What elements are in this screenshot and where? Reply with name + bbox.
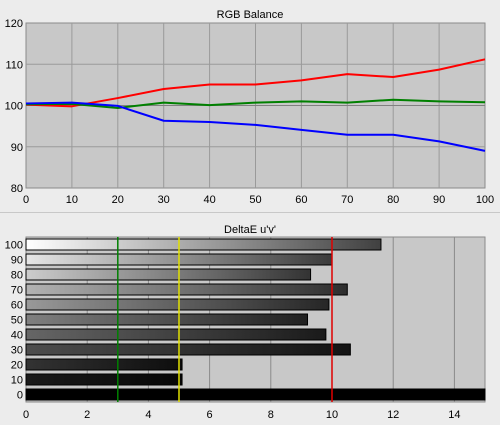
y-tick-label: 10 xyxy=(11,375,23,387)
y-tick-label: 90 xyxy=(11,142,23,154)
y-tick-label: 120 xyxy=(5,18,23,30)
x-tick-label: 6 xyxy=(207,409,213,421)
bar-10 xyxy=(25,373,183,386)
y-tick-label: 100 xyxy=(5,240,23,252)
bar-80 xyxy=(25,268,312,281)
x-tick-label: 14 xyxy=(448,409,460,421)
x-tick-label: 12 xyxy=(387,409,399,421)
panel-divider xyxy=(0,212,500,213)
x-tick-label: 40 xyxy=(203,194,215,206)
deltae-title: DeltaE u'v' xyxy=(224,224,276,236)
y-tick-label: 70 xyxy=(11,285,23,297)
x-tick-label: 4 xyxy=(145,409,151,421)
y-tick-label: 110 xyxy=(5,59,23,71)
x-tick-label: 70 xyxy=(341,194,353,206)
bar-0 xyxy=(25,388,486,401)
bar-70 xyxy=(25,283,348,296)
blue-series-line xyxy=(25,101,486,152)
bar-20 xyxy=(25,358,183,371)
bar-50 xyxy=(25,313,309,326)
bar-60 xyxy=(25,298,330,311)
y-tick-label: 80 xyxy=(11,183,23,195)
x-tick-label: 20 xyxy=(112,194,124,206)
red-series-line xyxy=(25,58,486,108)
y-tick-label: 30 xyxy=(11,345,23,357)
y-tick-label: 50 xyxy=(11,315,23,327)
x-tick-label: 30 xyxy=(158,194,170,206)
x-tick-label: 0 xyxy=(23,409,29,421)
x-tick-label: 2 xyxy=(84,409,90,421)
x-tick-label: 100 xyxy=(476,194,494,206)
x-tick-label: 0 xyxy=(23,194,29,206)
x-tick-label: 50 xyxy=(249,194,261,206)
y-tick-label: 100 xyxy=(5,101,23,113)
y-tick-label: 0 xyxy=(17,390,23,402)
y-tick-label: 80 xyxy=(11,270,23,282)
rgb-balance-chart: 0 10 20 30 40 50 60 70 80 90 100 80 90 100 110 120 xyxy=(5,18,495,206)
y-tick-label: 90 xyxy=(11,255,23,267)
bar-40 xyxy=(25,328,327,341)
x-tick-label: 8 xyxy=(268,409,274,421)
y-tick-label: 40 xyxy=(11,330,23,342)
rgb-balance-panel: RGB Balance xyxy=(0,0,500,212)
x-tick-label: 80 xyxy=(387,194,399,206)
x-tick-label: 10 xyxy=(66,194,78,206)
bar-100 xyxy=(25,238,382,251)
bar-30 xyxy=(25,343,351,356)
x-tick-label: 90 xyxy=(433,194,445,206)
y-tick-label: 60 xyxy=(11,300,23,312)
deltae-panel: DeltaE u'v' xyxy=(0,213,500,425)
green-series-line xyxy=(25,98,486,109)
x-tick-label: 60 xyxy=(295,194,307,206)
x-tick-label: 10 xyxy=(326,409,338,421)
y-tick-label: 20 xyxy=(11,360,23,372)
rgb-balance-title: RGB Balance xyxy=(216,9,284,21)
